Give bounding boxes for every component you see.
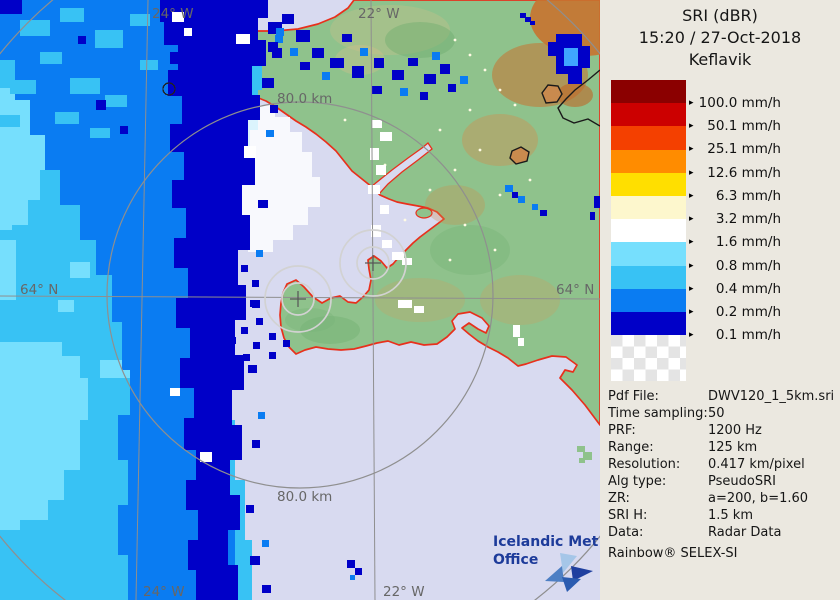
legend-swatch bbox=[611, 80, 686, 104]
meta-row-zr: ZR: a=200, b=1.60 bbox=[608, 491, 809, 506]
meta-row-prf: PRF: 1200 Hz bbox=[608, 423, 762, 438]
software-brand-label: Rainbow® SELEX-SI bbox=[608, 546, 738, 561]
lon-label-24w-bottom: 24° W bbox=[143, 584, 185, 600]
meta-row-data: Data: Radar Data bbox=[608, 525, 782, 540]
offshore-islets bbox=[577, 446, 592, 463]
scan-metadata-panel: Pdf File: DWV120_1_5km.sri Time sampling:… bbox=[608, 388, 836, 562]
tick-arrow-icon: ▸ bbox=[689, 98, 694, 108]
legend-swatch bbox=[611, 219, 686, 243]
tick-arrow-icon: ▸ bbox=[689, 214, 694, 224]
legend-swatch bbox=[611, 288, 686, 312]
legend-tick: ▸ 50.1 mm/h bbox=[689, 118, 781, 134]
map-labels: 24° W 22° W 24° W 22° W 64° N 64° N 80.0… bbox=[20, 6, 594, 600]
lon-label-24w-top: 24° W bbox=[152, 6, 194, 22]
legend-tick: ▸ 0.2 mm/h bbox=[689, 304, 781, 320]
logo-text-line2: Office bbox=[493, 552, 538, 568]
tick-arrow-icon: ▸ bbox=[689, 144, 694, 154]
legend-swatch-column bbox=[611, 80, 686, 382]
radar-site-name: Keflavik bbox=[688, 50, 752, 69]
legend-tick: ▸ 0.1 mm/h bbox=[689, 327, 781, 343]
legend-tick: ▸ 3.2 mm/h bbox=[689, 211, 781, 227]
range-ring-label-top: 80.0 km bbox=[277, 91, 332, 107]
small-island-ring bbox=[162, 82, 176, 96]
tick-arrow-icon: ▸ bbox=[689, 284, 694, 294]
meta-row-pdf-file: Pdf File: DWV120_1_5km.sri bbox=[608, 389, 835, 404]
tick-arrow-icon: ▸ bbox=[689, 237, 694, 247]
legend-swatch bbox=[611, 103, 686, 127]
legend-swatch bbox=[611, 149, 686, 173]
tick-arrow-icon: ▸ bbox=[689, 121, 694, 131]
legend-swatch bbox=[611, 265, 686, 289]
range-ring-label-bottom: 80.0 km bbox=[277, 489, 332, 505]
lon-label-22w-bottom: 22° W bbox=[383, 584, 425, 600]
precipitation-layer bbox=[0, 0, 600, 600]
fjord-inlet bbox=[371, 142, 433, 195]
sidebar-header: SRI (dBR) 15:20 / 27-Oct-2018 Keflavik bbox=[600, 0, 840, 71]
tick-arrow-icon: ▸ bbox=[689, 330, 694, 340]
radar-map-svg: 24° W 22° W 24° W 22° W 64° N 64° N 80.0… bbox=[0, 0, 686, 600]
product-title: SRI (dBR) bbox=[682, 6, 758, 25]
legend-swatch bbox=[611, 195, 686, 220]
legend-swatch bbox=[611, 126, 686, 150]
legend-transparent-swatch bbox=[611, 335, 686, 382]
legend-swatch bbox=[611, 242, 686, 266]
tick-arrow-icon: ▸ bbox=[689, 168, 694, 178]
legend-tick: ▸ 0.4 mm/h bbox=[689, 281, 781, 297]
radar-map-canvas: 24° W 22° W 24° W 22° W 64° N 64° N 80.0… bbox=[0, 0, 686, 600]
meta-row-range: Range: 125 km bbox=[608, 440, 758, 455]
lat-label-64n-left: 64° N bbox=[20, 282, 58, 298]
legend-tick: ▸ 100.0 mm/h bbox=[689, 95, 781, 111]
meta-row-sri-h: SRI H: 1.5 km bbox=[608, 508, 753, 523]
meta-row-resolution: Resolution: 0.417 km/pixel bbox=[608, 457, 805, 472]
legend-tick: ▸ 12.6 mm/h bbox=[689, 165, 781, 181]
graticule-lines bbox=[0, 0, 601, 600]
logo-text-line1: Icelandic Met bbox=[493, 534, 599, 550]
met-office-logo: Icelandic Met Office bbox=[493, 534, 599, 592]
radar-site-rings bbox=[264, 229, 407, 333]
lat-label-64n-right: 64° N bbox=[556, 282, 594, 298]
logo-pinwheel-icon bbox=[545, 553, 593, 592]
bay-islet bbox=[415, 207, 433, 219]
legend-tick: ▸ 0.8 mm/h bbox=[689, 258, 781, 274]
tick-arrow-icon: ▸ bbox=[689, 191, 694, 201]
legend-swatch bbox=[611, 172, 686, 196]
legend-swatch bbox=[611, 311, 686, 336]
legend-tick: ▸ 1.6 mm/h bbox=[689, 234, 781, 250]
meta-row-time-sampling: Time sampling: 50 bbox=[608, 406, 725, 421]
contour-lines bbox=[509, 69, 601, 165]
scan-datetime: 15:20 / 27-Oct-2018 bbox=[638, 28, 802, 47]
color-scale-legend: ▸ 100.0 mm/h ▸ 50.1 mm/h ▸ 25.1 mm/h ▸ 12.6 … bbox=[611, 80, 831, 390]
legend-tick: ▸ 25.1 mm/h bbox=[689, 141, 781, 157]
tick-arrow-icon: ▸ bbox=[689, 261, 694, 271]
meta-row-alg-type: Alg type: PseudoSRI bbox=[608, 474, 776, 489]
legend-tick: ▸ 6.3 mm/h bbox=[689, 188, 781, 204]
radar-site-crosses bbox=[290, 255, 381, 307]
info-sidebar: SRI (dBR) 15:20 / 27-Oct-2018 Keflavik ▸… bbox=[600, 0, 840, 600]
tick-arrow-icon: ▸ bbox=[689, 307, 694, 317]
lon-label-22w-top: 22° W bbox=[358, 6, 400, 22]
